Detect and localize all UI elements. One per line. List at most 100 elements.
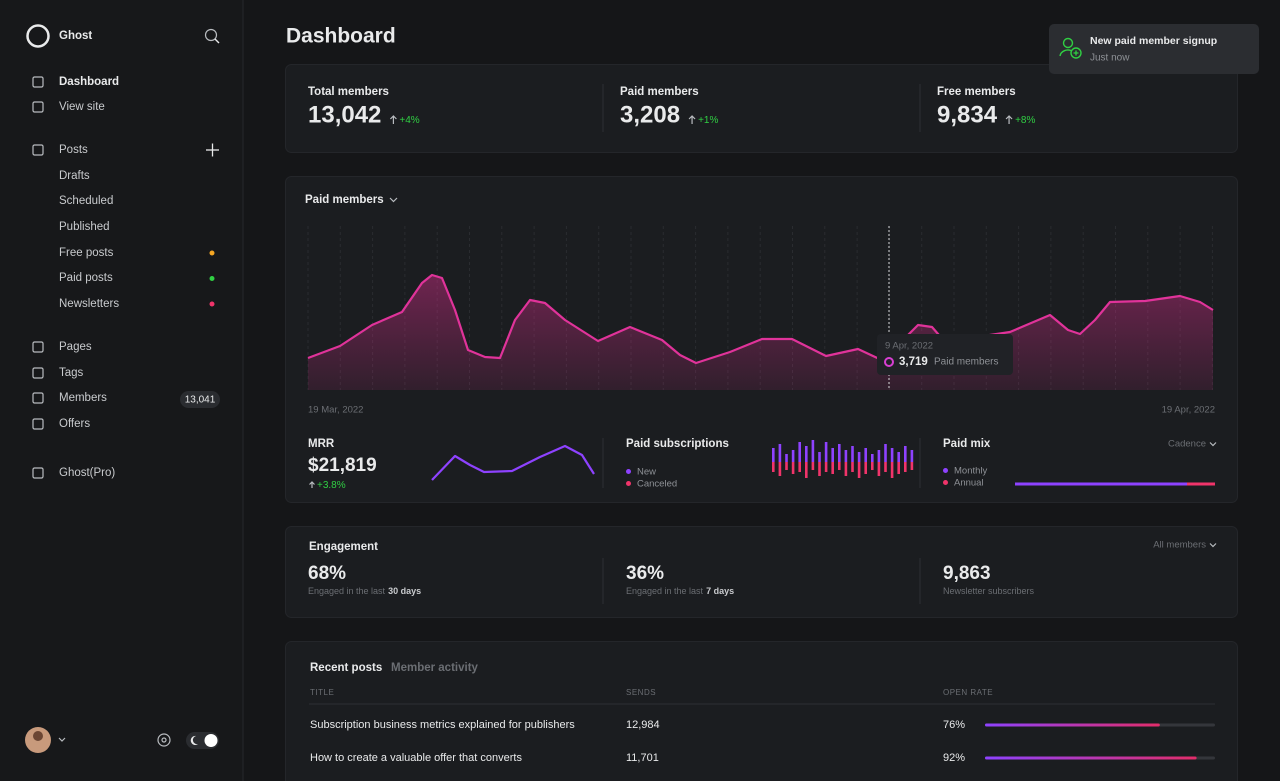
nav-icon (32, 467, 44, 479)
sub-bar-canceled (798, 462, 801, 472)
legend-dot (626, 481, 631, 486)
sub-bar-new (851, 446, 854, 462)
posts-card (285, 641, 1238, 781)
chart-dropdown[interactable] (389, 197, 398, 203)
sub-bar-canceled (877, 462, 881, 476)
avatar-caret[interactable] (58, 737, 66, 742)
post-sends: 11,701 (626, 752, 659, 764)
legend-label: Canceled (637, 479, 677, 490)
mix-filter[interactable]: Cadence (1168, 439, 1206, 450)
sub-bar-canceled (791, 462, 795, 474)
search-icon[interactable] (204, 28, 220, 44)
nav-item[interactable]: Offers (59, 418, 90, 430)
sub-bar-canceled (910, 462, 914, 470)
settings-icon[interactable] (157, 733, 171, 747)
mrr-label: MRR (308, 438, 335, 450)
nav-item[interactable]: Newsletters (59, 298, 119, 310)
sub-bar-new (811, 440, 815, 462)
nav-item[interactable]: Drafts (59, 170, 90, 182)
nav-icon (32, 392, 44, 404)
subs-title: Paid subscriptions (626, 438, 729, 450)
sub-bar-canceled (805, 462, 808, 478)
stats: Total members 13,042 +4% Paid members 3,208 +… (308, 86, 1035, 128)
toast-icon (1059, 37, 1082, 59)
tooltip-label: Paid members (934, 357, 998, 368)
sub-bar-new (791, 450, 795, 462)
mrr-change: +3.8% (317, 480, 346, 491)
nav-item[interactable]: Dashboard (59, 76, 119, 88)
caption-text: Newsletter subscribers (943, 586, 1035, 596)
sub-bar-new (838, 444, 841, 462)
rate-bar (985, 756, 1197, 760)
post-title[interactable]: How to create a valuable offer that conv… (310, 752, 522, 764)
nav-item[interactable]: Published (59, 221, 110, 233)
stat-value: 3,208 (620, 101, 680, 128)
add-post[interactable] (206, 143, 219, 157)
sub-bar-new (824, 442, 828, 462)
brand-logo (26, 24, 50, 48)
nav-item[interactable]: Scheduled (59, 195, 113, 207)
stat-value: 9,834 (937, 101, 998, 128)
mrr-value: $21,819 (308, 455, 377, 476)
engagement-filter[interactable]: All members (1153, 540, 1206, 551)
caption-bold: 7 days (706, 586, 734, 596)
sub-bar-new (818, 452, 821, 462)
chart-title[interactable]: Paid members (305, 194, 384, 206)
nav-item[interactable]: Pages (59, 341, 92, 353)
filter-caret[interactable] (1209, 442, 1217, 447)
nav-icon (32, 76, 44, 88)
column-header: OPEN RATE (943, 688, 993, 697)
sub-bar-new (897, 452, 900, 462)
sub-bar-canceled (838, 462, 841, 470)
nav-item[interactable]: Ghost(Pro) (59, 467, 115, 479)
page-title: Dashboard (286, 25, 396, 48)
nav-item[interactable]: Members (59, 392, 107, 404)
sub-bar-canceled (871, 462, 874, 470)
settings-icon-core (161, 737, 167, 743)
stats-card (285, 64, 1238, 153)
nav-item[interactable]: Free posts (59, 247, 114, 259)
sub-bar-canceled (818, 462, 821, 476)
sub-bar-new (871, 454, 874, 462)
nav-item[interactable]: Paid posts (59, 272, 113, 284)
sub-bar-new (785, 454, 788, 462)
filter-caret[interactable] (1209, 543, 1217, 548)
legend-dot (943, 468, 948, 473)
stat-label: Total members (308, 86, 389, 98)
sub-bar-canceled (857, 462, 861, 478)
sub-bar-canceled (785, 462, 788, 470)
engagement-caption: Engaged in the last 30 days (308, 586, 421, 596)
engagement-title: Engagement (309, 541, 378, 553)
nav: Dashboard View site Posts Drafts Scheduled Pu… (32, 76, 119, 479)
toast[interactable] (1049, 24, 1259, 74)
engagement-value: 68% (308, 563, 346, 584)
brand-name: Ghost (59, 30, 92, 42)
sub-bar-new (884, 444, 887, 462)
sub-bar-new (857, 452, 861, 462)
sub-bar-canceled (844, 462, 848, 476)
legend-label: Annual (954, 478, 984, 489)
nav-item[interactable]: Tags (59, 367, 84, 379)
sub-bar-canceled (890, 462, 894, 478)
status-dot (209, 301, 215, 307)
caption-bold: 30 days (388, 586, 421, 596)
nav-item[interactable]: View site (59, 101, 105, 113)
nav-item[interactable]: Posts (59, 144, 88, 156)
tab-active[interactable]: Recent posts (310, 662, 382, 674)
mix-monthly (1015, 482, 1187, 486)
post-title[interactable]: Subscription business metrics explained … (310, 719, 575, 731)
sub-bar-canceled (884, 462, 887, 472)
mrr-sparkline (431, 444, 595, 481)
sub-bar-new (910, 450, 914, 462)
tooltip (877, 334, 1013, 375)
tooltip-date: 9 Apr, 2022 (885, 341, 933, 352)
sub-bar-canceled (864, 462, 867, 474)
stat-value: 13,042 (308, 101, 381, 128)
sub-bar-new (798, 442, 801, 462)
column-header: SENDS (626, 688, 656, 697)
nav-icon (32, 418, 44, 430)
engagement-caption: Newsletter subscribers (943, 586, 1035, 596)
tab[interactable]: Member activity (391, 662, 479, 674)
legend-label: Monthly (954, 466, 988, 477)
